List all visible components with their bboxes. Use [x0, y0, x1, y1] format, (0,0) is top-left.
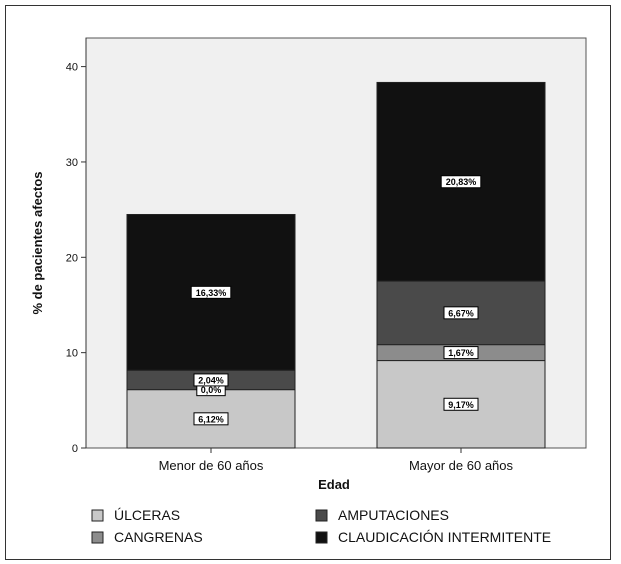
data-label-text: 2,04% — [198, 375, 224, 385]
data-label-box — [443, 346, 479, 360]
data-label-box — [190, 285, 232, 299]
data-labels-group: 6,12% 0,0%2,04% 16,33% 9,17% 1,67% 6,67% 20,83… — [190, 175, 482, 426]
x-axis: Menor de 60 años Mayor de 60 años — [159, 448, 514, 473]
legend-item: AMPUTACIONES — [315, 507, 449, 523]
y-tick-label: 20 — [66, 252, 78, 264]
legend-swatch — [315, 509, 328, 522]
data-label-text: 16,33% — [196, 288, 227, 298]
legend-label: ÚLCERAS — [114, 507, 180, 523]
x-axis-title: Edad — [318, 477, 350, 492]
y-tick-label: 40 — [66, 62, 78, 74]
legend: ÚLCERAS AMPUTACIONES CANGRENAS CLAUDICACIÓN… — [91, 507, 551, 545]
data-label-box — [443, 306, 479, 320]
y-tick-label: 0 — [72, 443, 78, 455]
data-label-box — [440, 175, 482, 189]
data-label: 16,33% — [190, 285, 232, 299]
bars-group — [126, 81, 546, 449]
y-tick-label: 30 — [66, 157, 78, 169]
legend-label: AMPUTACIONES — [338, 507, 449, 523]
y-axis-title: % de pacientes afectos — [30, 171, 45, 314]
legend-label: CANGRENAS — [114, 529, 203, 545]
data-label-text: 9,17% — [448, 400, 474, 410]
data-label: 20,83% — [440, 175, 482, 189]
data-label-box — [443, 397, 479, 411]
data-label-text: 1,67% — [448, 348, 474, 358]
x-tick-label: Mayor de 60 años — [409, 458, 514, 473]
data-label: 1,67% — [443, 346, 479, 360]
data-label: 6,12% — [193, 412, 229, 426]
legend-item: ÚLCERAS — [91, 507, 180, 523]
data-label: 2,04% — [193, 373, 229, 387]
data-label-text: 6,12% — [198, 414, 224, 424]
y-axis: 0 10 20 30 40 — [66, 38, 87, 455]
legend-item: CANGRENAS — [91, 529, 203, 545]
data-label-text: 6,67% — [448, 308, 474, 318]
data-label-text: 20,83% — [446, 177, 477, 187]
x-tick-label: Menor de 60 años — [159, 458, 264, 473]
data-label: 9,17% — [443, 397, 479, 411]
data-label-box — [193, 412, 229, 426]
data-label-box — [193, 373, 229, 387]
data-label-text: 0,0% — [201, 385, 222, 395]
legend-label: CLAUDICACIÓN INTERMITENTE — [338, 529, 551, 545]
legend-swatch — [91, 531, 104, 544]
legend-item: CLAUDICACIÓN INTERMITENTE — [315, 529, 551, 545]
y-tick-label: 10 — [66, 348, 78, 360]
data-label: 6,67% — [443, 306, 479, 320]
legend-swatch — [315, 531, 328, 544]
legend-swatch — [91, 509, 104, 522]
